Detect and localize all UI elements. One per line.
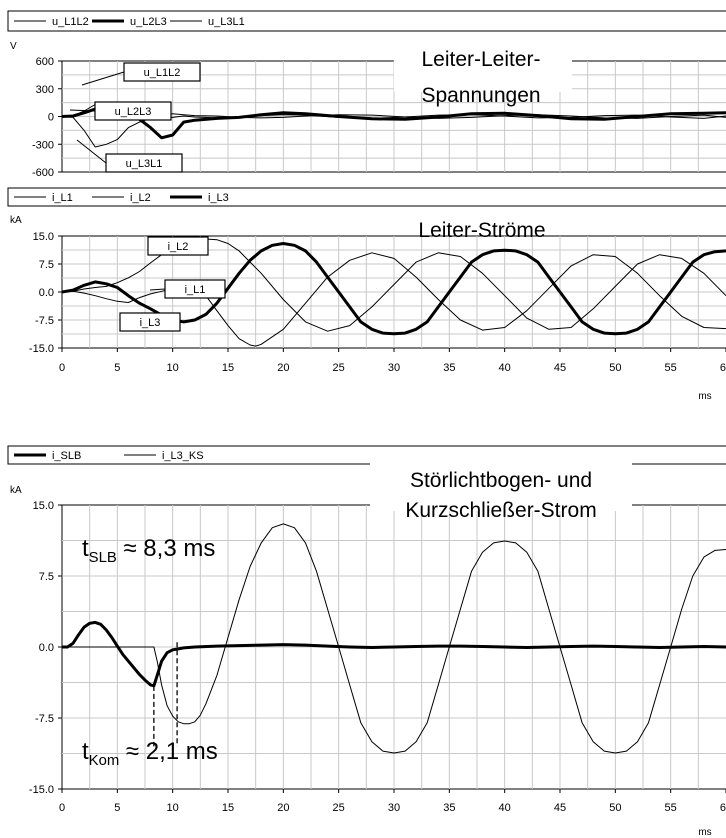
time-annotation-value: ≈ 8,3 ms bbox=[117, 535, 216, 562]
chart-panel-2: i_SLB i_L3_KS kA 15.0 7.5 0.0 -7.5 -15.0 0 5 10 15 2… bbox=[7, 445, 726, 838]
time-annotation-base: t bbox=[82, 535, 89, 562]
callout-box bbox=[94, 101, 172, 121]
y-unit-label: V bbox=[10, 41, 17, 52]
y-tick-label: 7.5 bbox=[39, 571, 54, 583]
x-tick-label: 15 bbox=[222, 802, 234, 814]
legend-frame bbox=[7, 445, 726, 465]
y-unit-label: kA bbox=[10, 485, 22, 496]
chart-title-line-1: Kurzschließer-Strom bbox=[405, 499, 596, 522]
y-tick-label: -15.0 bbox=[29, 343, 54, 355]
callout-label: u_L1L2 bbox=[144, 67, 181, 79]
y-tick-label: 600 bbox=[36, 56, 54, 68]
callout-leader bbox=[69, 109, 96, 112]
series-line-u-l3l1 bbox=[62, 113, 726, 148]
x-tick-label: 0 bbox=[59, 802, 65, 814]
legend-label-2: u_L3L1 bbox=[208, 16, 245, 28]
time-annotation-value: ≈ 2,1 ms bbox=[119, 738, 218, 765]
x-tick-label: 35 bbox=[443, 362, 455, 374]
callout-leader bbox=[149, 288, 166, 291]
chart-title-line-0: Leiter-Ströme bbox=[418, 219, 545, 242]
title-background bbox=[392, 207, 572, 233]
x-axis-unit: ms bbox=[698, 827, 711, 838]
title-background bbox=[394, 34, 572, 92]
series-line-i-l3-ks bbox=[62, 523, 726, 754]
x-tick-label: 10 bbox=[167, 802, 179, 814]
callout-box bbox=[123, 62, 201, 82]
chart-title-line-1: Spannungen bbox=[421, 84, 540, 107]
x-tick-label: 55 bbox=[665, 362, 677, 374]
x-tick-label: 25 bbox=[333, 362, 345, 374]
chart-title-line-0: Störlichtbogen- und bbox=[410, 469, 592, 492]
x-tick-label: 5 bbox=[114, 362, 120, 374]
chart-panel-1: i_L1 i_L2 i_L3 kA 15.0 7.5 0.0 -7.5 -15.0 0 5 10 15 2… bbox=[7, 187, 726, 402]
legend-label-1: u_L2L3 bbox=[130, 16, 167, 28]
series-line-i-slb bbox=[62, 620, 726, 688]
legend-label-1: i_L3_KS bbox=[162, 450, 204, 462]
x-tick-label: 60 bbox=[720, 802, 726, 814]
y-tick-label: -7.5 bbox=[35, 713, 54, 725]
x-tick-label: 30 bbox=[388, 802, 400, 814]
y-tick-label: 15.0 bbox=[33, 231, 54, 243]
legend-label-1: i_L2 bbox=[130, 192, 151, 204]
series-line-i-l2 bbox=[62, 238, 726, 332]
x-tick-label: 35 bbox=[443, 802, 455, 814]
y-tick-label: -15.0 bbox=[29, 784, 54, 796]
time-annotation: tSLB ≈ 8,3 ms bbox=[82, 535, 215, 566]
callout-label: u_L2L3 bbox=[115, 106, 152, 118]
x-tick-label: 50 bbox=[609, 802, 621, 814]
legend-frame bbox=[7, 10, 726, 32]
y-tick-label: 15.0 bbox=[33, 500, 54, 512]
y-tick-label: -7.5 bbox=[35, 315, 54, 327]
time-annotation-base: t bbox=[82, 738, 89, 765]
x-tick-label: 5 bbox=[114, 802, 120, 814]
callout-leader bbox=[76, 139, 107, 164]
callout-box bbox=[147, 236, 209, 256]
x-tick-label: 40 bbox=[499, 362, 511, 374]
callout-label: u_L3L1 bbox=[126, 158, 163, 170]
y-tick-label: 300 bbox=[36, 84, 54, 96]
x-tick-label: 10 bbox=[167, 362, 179, 374]
x-tick-label: 50 bbox=[609, 362, 621, 374]
x-tick-label: 55 bbox=[665, 802, 677, 814]
x-tick-label: 45 bbox=[554, 362, 566, 374]
x-tick-label: 0 bbox=[59, 362, 65, 374]
y-tick-label: 0 bbox=[48, 112, 54, 124]
y-unit-label: kA bbox=[10, 215, 22, 226]
x-tick-label: 25 bbox=[333, 802, 345, 814]
callout-label: i_L1 bbox=[185, 284, 206, 296]
legend-label-2: i_L3 bbox=[208, 192, 229, 204]
x-tick-label: 40 bbox=[499, 802, 511, 814]
time-annotation-sub: Kom bbox=[89, 753, 120, 769]
callout-box bbox=[119, 312, 181, 332]
time-annotation: tKom ≈ 2,1 ms bbox=[82, 738, 218, 769]
x-axis-unit: ms bbox=[698, 391, 711, 402]
y-tick-label: 0.0 bbox=[39, 287, 54, 299]
chart-title-line-0: Leiter-Leiter- bbox=[421, 48, 540, 71]
callout-label: i_L2 bbox=[168, 241, 189, 253]
y-tick-label: -600 bbox=[32, 167, 54, 179]
callout-box bbox=[164, 279, 226, 299]
x-tick-label: 45 bbox=[554, 802, 566, 814]
legend-label-0: u_L1L2 bbox=[52, 16, 89, 28]
x-tick-label: 60 bbox=[720, 362, 726, 374]
x-tick-label: 30 bbox=[388, 362, 400, 374]
x-tick-label: 20 bbox=[277, 362, 289, 374]
legend-frame bbox=[7, 187, 726, 207]
x-tick-label: 20 bbox=[277, 802, 289, 814]
time-annotation-sub: SLB bbox=[89, 550, 117, 566]
x-tick-label: 15 bbox=[222, 362, 234, 374]
title-background bbox=[370, 455, 632, 511]
chart-panel-0: u_L1L2 u_L2L3 u_L3L1 V 600 300 0 -300 -600 Leiter… bbox=[7, 10, 726, 179]
y-tick-label: 0.0 bbox=[39, 642, 54, 654]
legend-label-0: i_L1 bbox=[52, 192, 73, 204]
callout-label: i_L3 bbox=[140, 317, 161, 329]
callout-leader bbox=[81, 71, 125, 86]
y-tick-label: 7.5 bbox=[39, 259, 54, 271]
y-tick-label: -300 bbox=[32, 139, 54, 151]
legend-label-0: i_SLB bbox=[52, 450, 81, 462]
callout-box bbox=[105, 153, 183, 173]
series-line-i-l1 bbox=[62, 252, 726, 347]
